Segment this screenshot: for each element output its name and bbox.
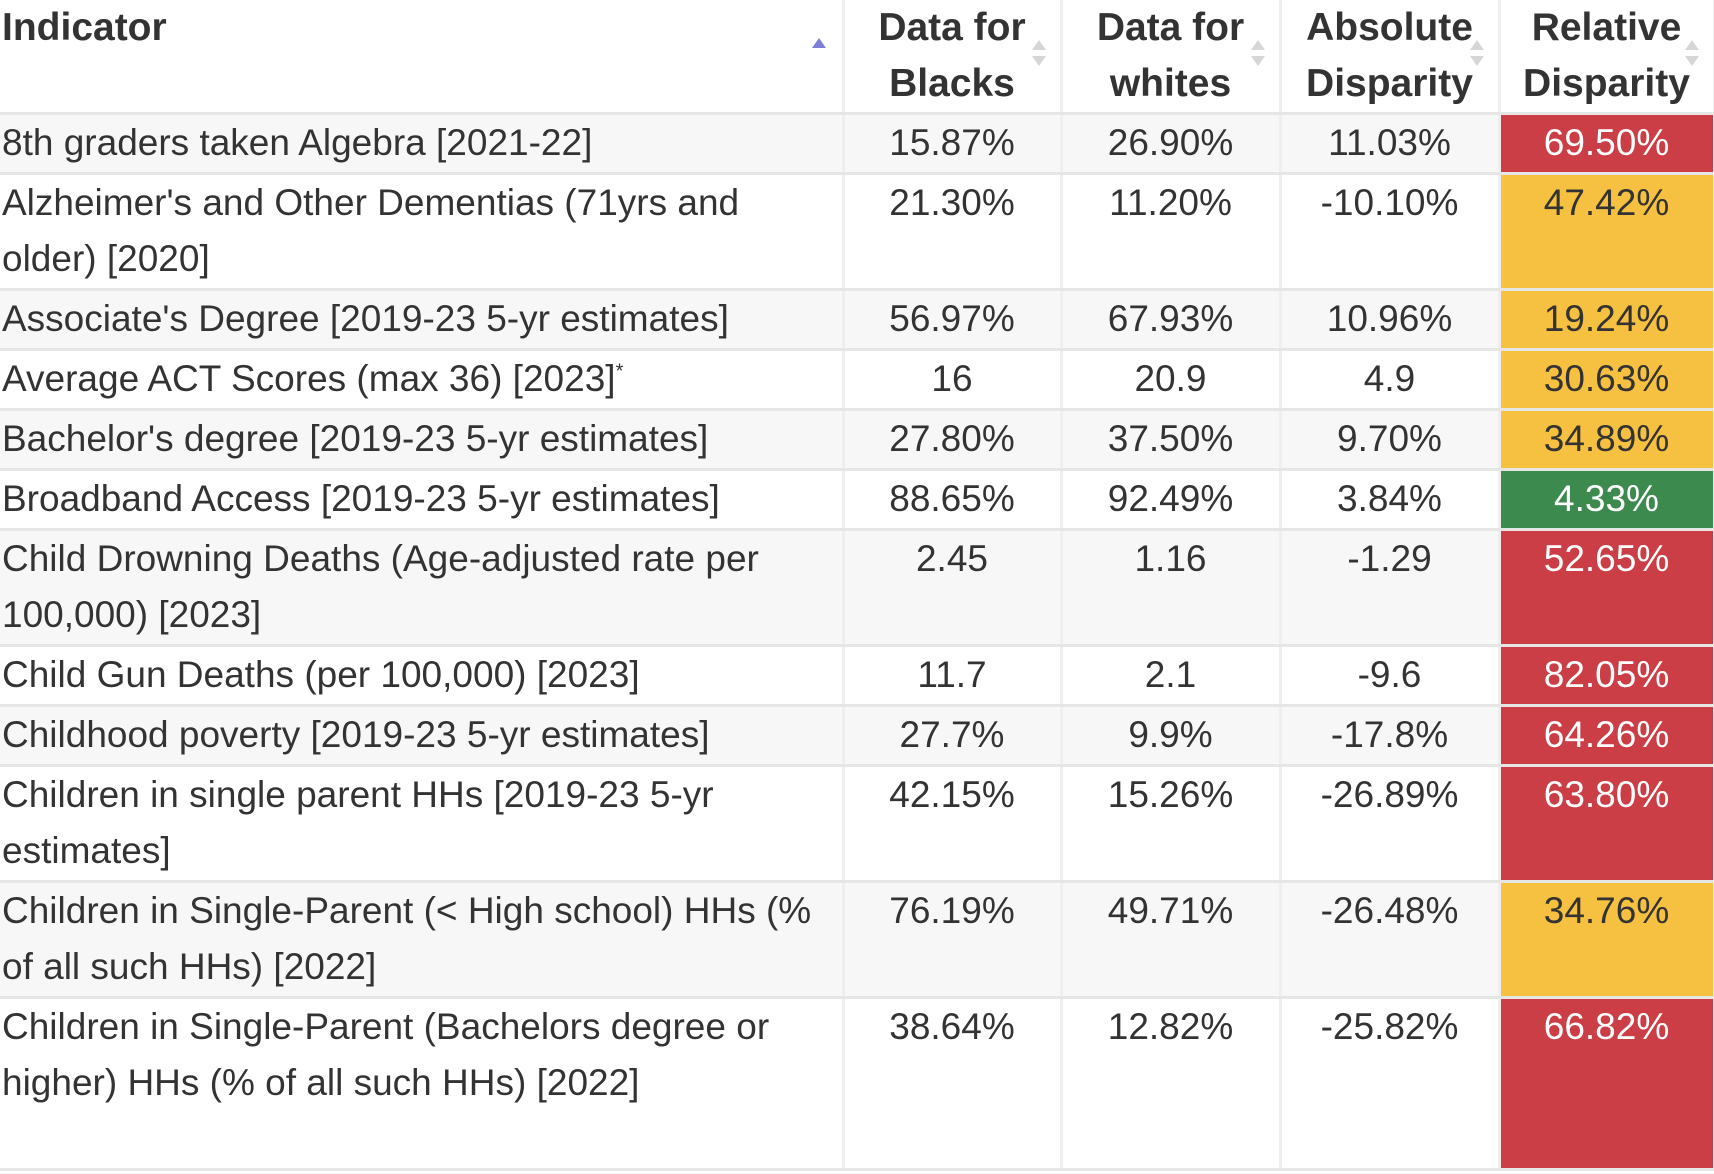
absolute-cell: -17.8%: [1280, 705, 1501, 767]
indicator-cell: Childhood poverty [2019-23 5-yr estimate…: [0, 705, 845, 767]
sort-icon[interactable]: [1250, 40, 1265, 66]
relative-cell: 47.42%: [1499, 173, 1714, 291]
column-header-blacks[interactable]: Data for Blacks: [843, 0, 1063, 115]
indicator-cell: Children in Single-Parent (< High school…: [0, 881, 845, 999]
relative-cell: 52.65%: [1499, 529, 1714, 647]
whites-cell: 67.93%: [1061, 289, 1282, 351]
blacks-cell: 27.7%: [843, 705, 1063, 767]
whites-cell: 20.9: [1061, 349, 1282, 411]
whites-cell: 1.16: [1061, 529, 1282, 647]
indicator-cell: Children in Single-Parent (Bachelors deg…: [0, 997, 845, 1171]
relative-cell: 63.80%: [1499, 765, 1714, 883]
indicator-cell: Broadband Access [2019-23 5-yr estimates…: [0, 469, 845, 531]
indicator-cell: Children in single parent HHs [2019-23 5…: [0, 765, 845, 883]
absolute-cell: -26.48%: [1280, 881, 1501, 999]
column-header-relative[interactable]: Relative Disparity: [1499, 0, 1714, 115]
column-header-label: Data for Blacks: [878, 6, 1026, 105]
indicator-cell: Average ACT Scores (max 36) [2023]*: [0, 349, 845, 411]
sort-ascending-icon[interactable]: [811, 38, 826, 64]
blacks-cell: 2.45: [843, 529, 1063, 647]
absolute-cell: -25.82%: [1280, 997, 1501, 1171]
table-row: Children in Single-Parent (Bachelors deg…: [0, 997, 1714, 1171]
indicator-text: Average ACT Scores (max 36) [2023]: [2, 358, 616, 399]
absolute-cell: 3.84%: [1280, 469, 1501, 531]
absolute-cell: 9.70%: [1280, 409, 1501, 471]
indicator-cell: Associate's Degree [2019-23 5-yr estimat…: [0, 289, 845, 351]
table-row: Childhood poverty [2019-23 5-yr estimate…: [0, 705, 1714, 767]
table-row: Child Drowning Deaths (Age-adjusted rate…: [0, 529, 1714, 647]
blacks-cell: 88.65%: [843, 469, 1063, 531]
relative-cell: 69.50%: [1499, 113, 1714, 175]
blacks-cell: 21.30%: [843, 173, 1063, 291]
column-header-label: Data for whites: [1096, 6, 1245, 105]
whites-cell: 92.49%: [1061, 469, 1282, 531]
sort-icon[interactable]: [1469, 40, 1484, 66]
indicator-cell: Child Drowning Deaths (Age-adjusted rate…: [0, 529, 845, 647]
absolute-cell: 10.96%: [1280, 289, 1501, 351]
relative-cell: 19.24%: [1499, 289, 1714, 351]
whites-cell: 9.9%: [1061, 705, 1282, 767]
relative-cell: 82.05%: [1499, 645, 1714, 707]
footnote-marker: *: [615, 360, 624, 383]
column-header-absolute[interactable]: Absolute Disparity: [1280, 0, 1501, 115]
absolute-cell: 4.9: [1280, 349, 1501, 411]
column-header-indicator[interactable]: Indicator: [0, 0, 845, 115]
indicator-cell: Child Gun Deaths (per 100,000) [2023]: [0, 645, 845, 707]
relative-cell: 66.82%: [1499, 997, 1714, 1171]
blacks-cell: 56.97%: [843, 289, 1063, 351]
table-row: Children in Single-Parent (< High school…: [0, 881, 1714, 999]
blacks-cell: 27.80%: [843, 409, 1063, 471]
table-row: Associate's Degree [2019-23 5-yr estimat…: [0, 289, 1714, 351]
table-row: Average ACT Scores (max 36) [2023]* 16 2…: [0, 349, 1714, 411]
whites-cell: 49.71%: [1061, 881, 1282, 999]
whites-cell: 26.90%: [1061, 113, 1282, 175]
relative-cell: 64.26%: [1499, 705, 1714, 767]
whites-cell: 15.26%: [1061, 765, 1282, 883]
whites-cell: 11.20%: [1061, 173, 1282, 291]
column-header-label: Absolute Disparity: [1306, 6, 1473, 105]
column-header-whites[interactable]: Data for whites: [1061, 0, 1282, 115]
blacks-cell: 38.64%: [843, 997, 1063, 1171]
blacks-cell: 42.15%: [843, 765, 1063, 883]
table-row: Broadband Access [2019-23 5-yr estimates…: [0, 469, 1714, 531]
table-row: Child Gun Deaths (per 100,000) [2023] 11…: [0, 645, 1714, 707]
sort-icon[interactable]: [1684, 40, 1699, 66]
blacks-cell: 15.87%: [843, 113, 1063, 175]
header-row: Indicator Data for Blacks Data for white…: [0, 0, 1714, 115]
relative-cell: 34.76%: [1499, 881, 1714, 999]
absolute-cell: -9.6: [1280, 645, 1501, 707]
indicator-cell: Bachelor's degree [2019-23 5-yr estimate…: [0, 409, 845, 471]
whites-cell: 2.1: [1061, 645, 1282, 707]
absolute-cell: -26.89%: [1280, 765, 1501, 883]
relative-cell: 4.33%: [1499, 469, 1714, 531]
whites-cell: 37.50%: [1061, 409, 1282, 471]
table-row: Children in single parent HHs [2019-23 5…: [0, 765, 1714, 883]
relative-cell: 30.63%: [1499, 349, 1714, 411]
absolute-cell: -10.10%: [1280, 173, 1501, 291]
table-row: Alzheimer's and Other Dementias (71yrs a…: [0, 173, 1714, 291]
indicator-cell: 8th graders taken Algebra [2021-22]: [0, 113, 845, 175]
blacks-cell: 16: [843, 349, 1063, 411]
column-header-label: Indicator: [2, 6, 167, 49]
blacks-cell: 76.19%: [843, 881, 1063, 999]
indicator-cell: Alzheimer's and Other Dementias (71yrs a…: [0, 173, 845, 291]
blacks-cell: 11.7: [843, 645, 1063, 707]
absolute-cell: -1.29: [1280, 529, 1501, 647]
whites-cell: 12.82%: [1061, 997, 1282, 1171]
table-row: 8th graders taken Algebra [2021-22] 15.8…: [0, 113, 1714, 175]
sort-icon[interactable]: [1031, 40, 1046, 66]
absolute-cell: 11.03%: [1280, 113, 1501, 175]
table-row: Bachelor's degree [2019-23 5-yr estimate…: [0, 409, 1714, 471]
column-header-label: Relative Disparity: [1523, 6, 1690, 105]
relative-cell: 34.89%: [1499, 409, 1714, 471]
